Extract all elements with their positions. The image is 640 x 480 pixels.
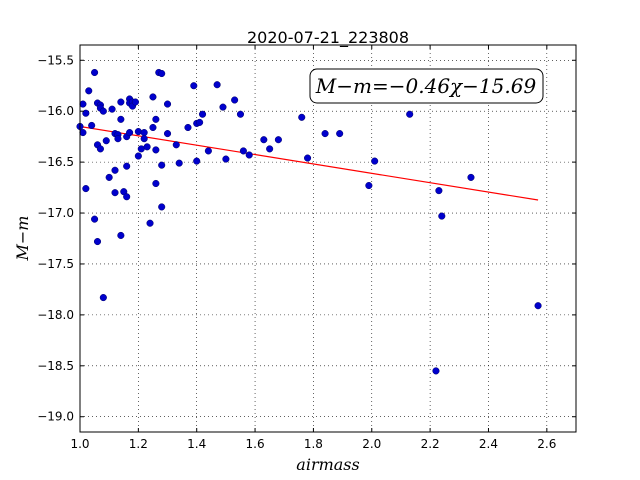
- data-point: [467, 173, 475, 181]
- data-point: [134, 128, 142, 136]
- data-point: [163, 100, 172, 108]
- data-point: [102, 137, 110, 145]
- data-point: [193, 157, 201, 165]
- data-point: [82, 185, 90, 193]
- plot-frame: [79, 44, 577, 433]
- data-point: [184, 123, 192, 132]
- data-point: [91, 68, 99, 77]
- data-point: [131, 98, 139, 106]
- chart-title: 2020-07-21_223808: [247, 28, 409, 48]
- data-point: [336, 130, 344, 138]
- data-point: [274, 136, 282, 144]
- data-point: [82, 109, 90, 117]
- data-point: [79, 100, 87, 108]
- data-point: [108, 105, 116, 113]
- data-point: [85, 87, 93, 95]
- data-point: [146, 219, 154, 227]
- x-tick-label: 1.2: [129, 437, 148, 451]
- x-tick-label: 1.6: [246, 437, 265, 451]
- data-point: [88, 121, 96, 130]
- data-point: [534, 302, 542, 310]
- data-point: [204, 147, 212, 155]
- data-point: [117, 98, 125, 106]
- annotation-frame: [309, 68, 544, 104]
- x-tick-label: 2.6: [537, 437, 556, 451]
- x-tick-label: 2.0: [362, 437, 381, 451]
- data-point: [123, 162, 131, 170]
- data-point: [266, 145, 274, 153]
- data-point: [432, 367, 440, 375]
- data-point: [134, 152, 142, 160]
- data-point: [222, 155, 230, 163]
- data-point: [123, 193, 131, 201]
- data-point: [236, 110, 245, 118]
- x-tick-label: 1.8: [304, 437, 323, 451]
- data-point: [163, 130, 172, 138]
- data-point: [239, 147, 247, 155]
- data-point: [219, 103, 227, 111]
- data-point: [105, 173, 113, 181]
- y-axis-label: M−m: [13, 216, 32, 262]
- data-point: [196, 118, 204, 126]
- data-point: [158, 161, 166, 169]
- data-point: [190, 82, 198, 90]
- data-point: [245, 151, 253, 159]
- fit-line-layer: [79, 125, 539, 201]
- data-point: [140, 135, 148, 143]
- y-tick-label: −16.0: [37, 104, 74, 118]
- x-tick-label: 2.4: [479, 437, 498, 451]
- x-tick-label: 1.0: [70, 437, 89, 451]
- data-point: [99, 107, 107, 115]
- data-point: [304, 154, 312, 162]
- data-point: [96, 145, 104, 153]
- x-tick-label: 1.4: [187, 437, 206, 451]
- data-point: [231, 96, 239, 104]
- data-point: [140, 129, 148, 137]
- data-point: [406, 110, 414, 118]
- y-tick-label: −18.5: [37, 359, 74, 373]
- y-tick-label: −17.5: [37, 257, 74, 271]
- data-point: [111, 166, 119, 174]
- data-point: [79, 129, 87, 137]
- data-point: [175, 159, 183, 167]
- data-point: [172, 141, 180, 149]
- data-point: [152, 146, 160, 154]
- data-point: [149, 123, 157, 132]
- data-point: [321, 130, 329, 138]
- y-tick-label: −18.0: [37, 308, 74, 322]
- data-point: [117, 115, 125, 123]
- y-tick-label: −16.5: [37, 155, 74, 169]
- data-point: [114, 135, 122, 143]
- axis-ticks: 1.0 1.2 1.4 1.6 1.8 2.0 2.2 2.4 2.6 −15.5 −16.0 −16…: [37, 45, 576, 451]
- fit-equation: M−m=−0.46χ−15.69: [315, 74, 537, 98]
- data-point: [298, 113, 306, 121]
- data-point: [93, 238, 102, 246]
- data-point: [111, 189, 119, 197]
- data-point: [435, 187, 443, 195]
- data-point: [213, 81, 221, 89]
- data-point: [149, 93, 157, 101]
- data-point: [91, 215, 99, 223]
- y-tick-label: −15.5: [37, 53, 74, 67]
- data-point: [371, 157, 379, 165]
- data-point: [143, 143, 151, 151]
- x-tick-label: 2.2: [421, 437, 440, 451]
- data-point: [158, 69, 166, 78]
- data-point: [438, 212, 446, 220]
- fit-annotation-box: M−m=−0.46χ−15.69: [309, 68, 544, 104]
- y-tick-label: −17.0: [37, 206, 74, 220]
- data-point: [365, 181, 373, 190]
- data-point: [117, 231, 125, 239]
- fit-line: [79, 125, 539, 201]
- data-point: [198, 110, 207, 118]
- data-point: [99, 294, 107, 302]
- data-point: [126, 129, 134, 137]
- data-point: [260, 136, 268, 144]
- data-point: [152, 179, 160, 188]
- x-axis-label: airmass: [296, 455, 359, 474]
- data-point: [152, 115, 160, 123]
- y-tick-label: −19.0: [37, 410, 74, 424]
- data-point: [158, 203, 166, 211]
